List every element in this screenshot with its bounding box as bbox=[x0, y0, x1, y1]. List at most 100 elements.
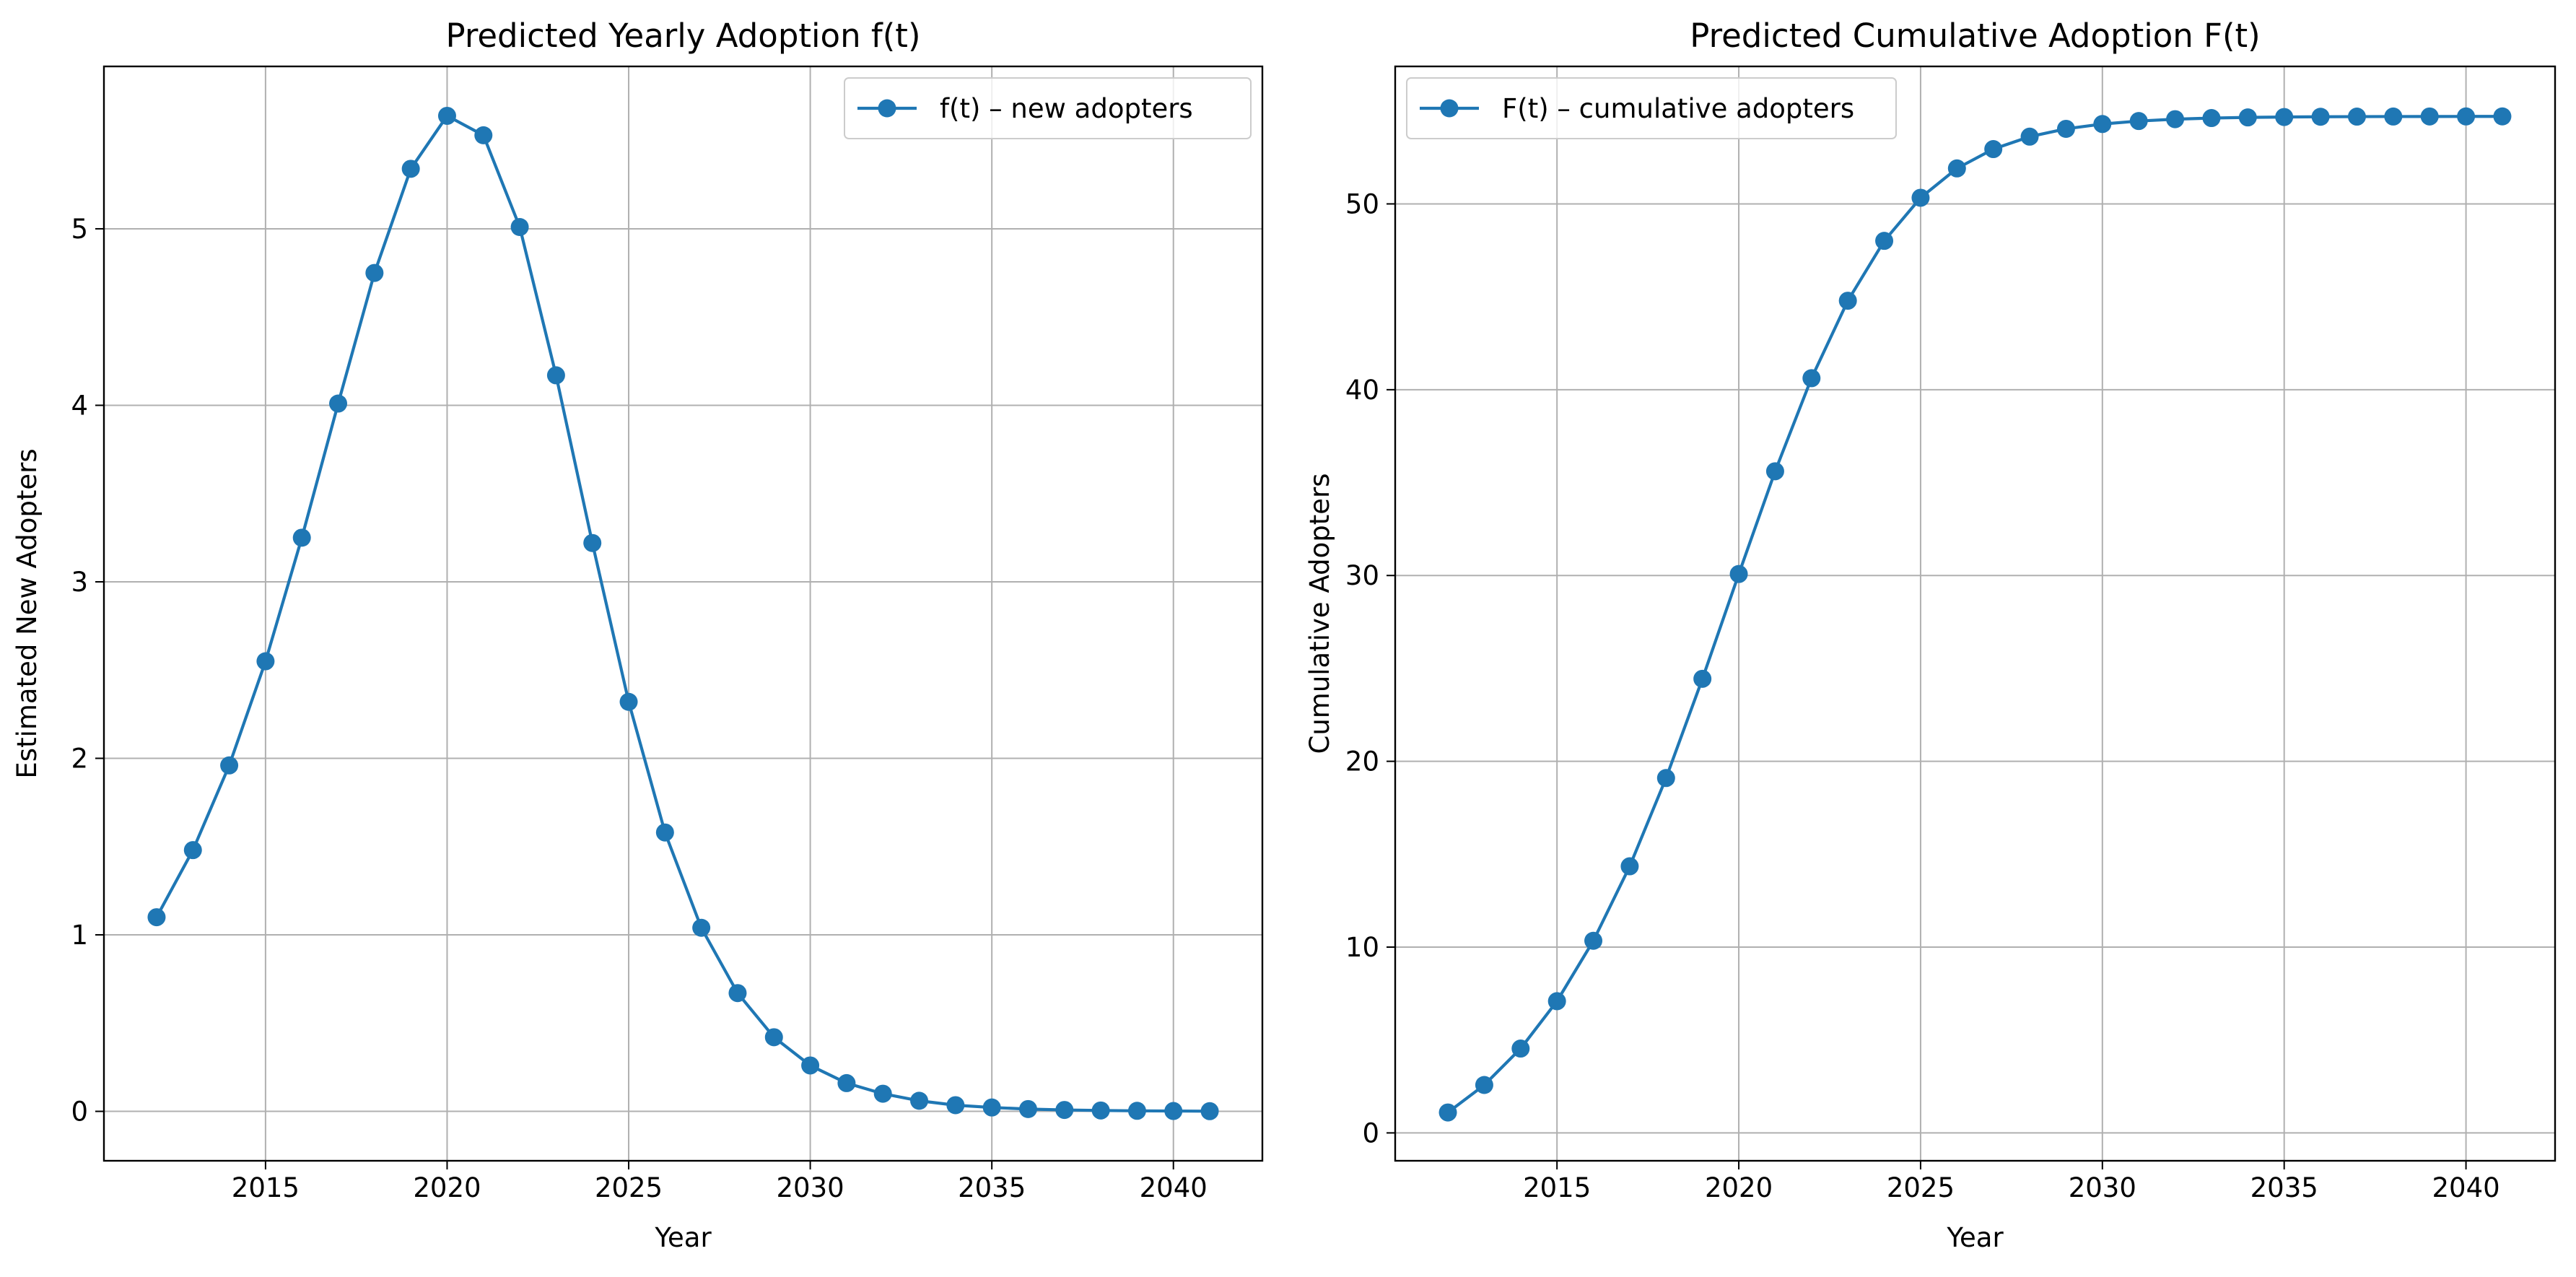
cumulative-data-point bbox=[1475, 1076, 1493, 1094]
cumulative-data-point bbox=[2311, 108, 2330, 126]
yearly-data-point bbox=[329, 394, 348, 413]
yearly-data-point bbox=[801, 1056, 820, 1075]
cumulative-legend: F(t) – cumulative adopters bbox=[1406, 77, 1897, 139]
cumulative-data-point bbox=[1984, 140, 2003, 159]
yearly-x-axis-label: Year bbox=[654, 1222, 712, 1253]
cumulative-data-point bbox=[2347, 108, 2366, 126]
yearly-data-point bbox=[365, 263, 384, 282]
cumulative-plot-frame bbox=[1394, 65, 2557, 1162]
cumulative-y-tick-label: 50 bbox=[1345, 188, 1379, 219]
cumulative-data-point bbox=[1620, 857, 1639, 876]
yearly-data-point bbox=[655, 823, 674, 842]
cumulative-data-point bbox=[2202, 109, 2221, 128]
cumulative-data-point bbox=[2493, 107, 2512, 126]
yearly-y-tick-label: 4 bbox=[71, 390, 88, 421]
cumulative-x-axis-label: Year bbox=[1946, 1222, 2004, 1253]
yearly-data-point bbox=[546, 366, 565, 385]
cumulative-data-point bbox=[1765, 462, 1784, 481]
cumulative-x-tick-label: 2035 bbox=[2250, 1172, 2318, 1203]
cumulative-data-point bbox=[2093, 115, 2112, 134]
yearly-y-tick-label: 0 bbox=[71, 1097, 88, 1128]
yearly-data-point bbox=[147, 908, 166, 927]
yearly-data-point bbox=[510, 218, 529, 237]
cumulative-x-tick-label: 2015 bbox=[1523, 1172, 1591, 1203]
yearly-y-axis-label: Estimated New Adopters bbox=[12, 448, 43, 778]
yearly-data-point bbox=[837, 1073, 856, 1092]
cumulative-data-point bbox=[1656, 769, 1675, 788]
yearly-data-point bbox=[764, 1028, 783, 1047]
yearly-data-point bbox=[619, 692, 638, 711]
cumulative-data-point bbox=[1802, 369, 1821, 388]
cumulative-data-point bbox=[2420, 107, 2439, 126]
cumulative-x-tick-label: 2020 bbox=[1705, 1172, 1773, 1203]
cumulative-chart-title: Predicted Cumulative Adoption F(t) bbox=[1690, 17, 2261, 55]
yearly-x-tick-label: 2035 bbox=[958, 1172, 1026, 1203]
yearly-data-point bbox=[401, 160, 420, 178]
yearly-x-tick-label: 2015 bbox=[232, 1172, 300, 1203]
cumulative-data-point bbox=[2056, 119, 2075, 138]
yearly-y-tick-label: 5 bbox=[71, 214, 88, 245]
yearly-plot-frame bbox=[102, 65, 1264, 1162]
yearly-y-tick-label: 3 bbox=[71, 567, 88, 598]
yearly-x-tick-label: 2030 bbox=[777, 1172, 844, 1203]
yearly-x-tick-label: 2040 bbox=[1140, 1172, 1208, 1203]
cumulative-y-tick-label: 0 bbox=[1362, 1117, 1379, 1149]
cumulative-data-point bbox=[1584, 931, 1603, 950]
cumulative-data-point bbox=[1838, 292, 1857, 310]
yearly-data-point bbox=[873, 1084, 892, 1103]
yearly-chart-title: Predicted Yearly Adoption f(t) bbox=[445, 17, 920, 55]
cumulative-y-tick-label: 30 bbox=[1345, 560, 1379, 591]
cumulative-data-point bbox=[2457, 107, 2476, 126]
cumulative-data-point bbox=[1911, 188, 1930, 207]
cumulative-data-point bbox=[1547, 992, 1566, 1011]
yearly-data-point bbox=[1055, 1101, 1074, 1120]
cumulative-x-tick-label: 2040 bbox=[2432, 1172, 2499, 1203]
yearly-legend-label: f(t) – new adopters bbox=[940, 93, 1193, 124]
yearly-data-point bbox=[1127, 1102, 1146, 1120]
yearly-data-point bbox=[183, 841, 202, 860]
cumulative-y-tick-label: 20 bbox=[1345, 746, 1379, 777]
cumulative-series bbox=[1438, 107, 2512, 1122]
cumulative-data-point bbox=[2166, 110, 2185, 128]
cumulative-legend-box bbox=[1406, 77, 1897, 139]
yearly-y-tick-label: 1 bbox=[71, 920, 88, 951]
cumulative-data-point bbox=[1875, 232, 1894, 250]
yearly-data-point bbox=[1018, 1099, 1037, 1118]
cumulative-data-point bbox=[2129, 112, 2148, 131]
yearly-x-tick-label: 2025 bbox=[595, 1172, 663, 1203]
yearly-data-point bbox=[437, 106, 456, 125]
yearly-data-point bbox=[692, 918, 711, 937]
cumulative-data-point bbox=[2020, 127, 2039, 146]
cumulative-data-point bbox=[1438, 1103, 1457, 1122]
yearly-legend-marker bbox=[878, 99, 896, 118]
cumulative-data-point bbox=[2384, 107, 2403, 126]
yearly-adoption-chart: 2015 2020 2025 2030 2035 2040 0 1 2 3 4 5 Predicted… bbox=[12, 17, 1264, 1253]
yearly-grid bbox=[104, 66, 1262, 1161]
cumulative-data-point bbox=[1729, 565, 1748, 583]
cumulative-x-tick-label: 2025 bbox=[1887, 1172, 1955, 1203]
cumulative-y-tick-label: 40 bbox=[1345, 375, 1379, 406]
cumulative-data-point bbox=[1947, 159, 1966, 178]
cumulative-y-tick-label: 10 bbox=[1345, 932, 1379, 963]
yearly-data-point bbox=[292, 528, 311, 547]
cumulative-x-tick-label: 2030 bbox=[2069, 1172, 2136, 1203]
yearly-data-point bbox=[910, 1091, 929, 1110]
yearly-data-point bbox=[1091, 1101, 1110, 1120]
yearly-data-point bbox=[474, 126, 493, 144]
yearly-x-tick-label: 2020 bbox=[413, 1172, 481, 1203]
yearly-data-point bbox=[982, 1098, 1001, 1117]
cumulative-data-point bbox=[1693, 669, 1712, 688]
yearly-legend: f(t) – new adopters bbox=[844, 77, 1252, 139]
cumulative-legend-label: F(t) – cumulative adopters bbox=[1502, 93, 1854, 124]
yearly-data-point bbox=[583, 533, 602, 552]
cumulative-legend-marker bbox=[1440, 99, 1459, 118]
yearly-data-point bbox=[728, 984, 747, 1003]
yearly-data-point bbox=[256, 652, 275, 671]
yearly-data-point bbox=[946, 1096, 965, 1115]
yearly-legend-box bbox=[844, 77, 1252, 139]
cumulative-data-point bbox=[2238, 108, 2257, 127]
